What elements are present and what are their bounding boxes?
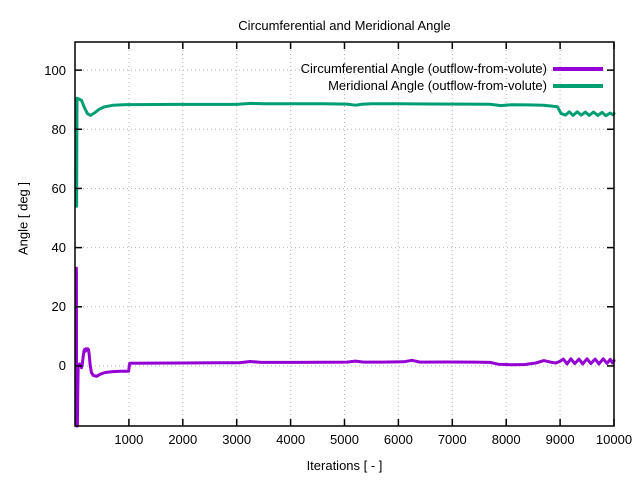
- legend-row-meridional: Meridional Angle (outflow-from-volute): [301, 77, 603, 94]
- legend-label-meridional: Meridional Angle (outflow-from-volute): [328, 78, 547, 93]
- y-tick-label: 40: [51, 240, 66, 256]
- y-tick-label: 80: [51, 121, 66, 137]
- x-tick-label: 6000: [383, 432, 413, 447]
- legend-line-sample-meridional: [553, 83, 603, 88]
- x-tick-label: 3000: [222, 432, 252, 447]
- x-axis-label: Iterations [ - ]: [306, 458, 383, 473]
- x-tick-label: 1000: [114, 432, 144, 447]
- x-tick-label: 10000: [595, 432, 633, 447]
- y-axis-label: Angle [ deg ]: [15, 182, 31, 255]
- y-tick-label: 0: [58, 358, 66, 374]
- x-tick-label: 4000: [276, 432, 306, 447]
- y-tick-label: 60: [51, 180, 66, 196]
- legend-row-circumferential: Circumferential Angle (outflow-from-volu…: [301, 60, 603, 77]
- y-tick-label: 100: [44, 62, 66, 78]
- legend: Circumferential Angle (outflow-from-volu…: [301, 60, 603, 94]
- legend-label-circumferential: Circumferential Angle (outflow-from-volu…: [300, 61, 547, 76]
- x-tick-label: 8000: [491, 432, 521, 447]
- x-tick-label: 7000: [437, 432, 467, 447]
- series-line-1: [75, 96, 616, 208]
- x-tick-label: 5000: [330, 432, 359, 447]
- x-tick-label: 9000: [545, 432, 575, 447]
- legend-line-sample-circumferential: [553, 66, 603, 71]
- chart-title: Circumferential and Meridional Angle: [238, 18, 451, 33]
- series-line-0: [74, 266, 616, 428]
- y-tick-label: 20: [51, 299, 66, 315]
- x-tick-label: 2000: [168, 432, 198, 447]
